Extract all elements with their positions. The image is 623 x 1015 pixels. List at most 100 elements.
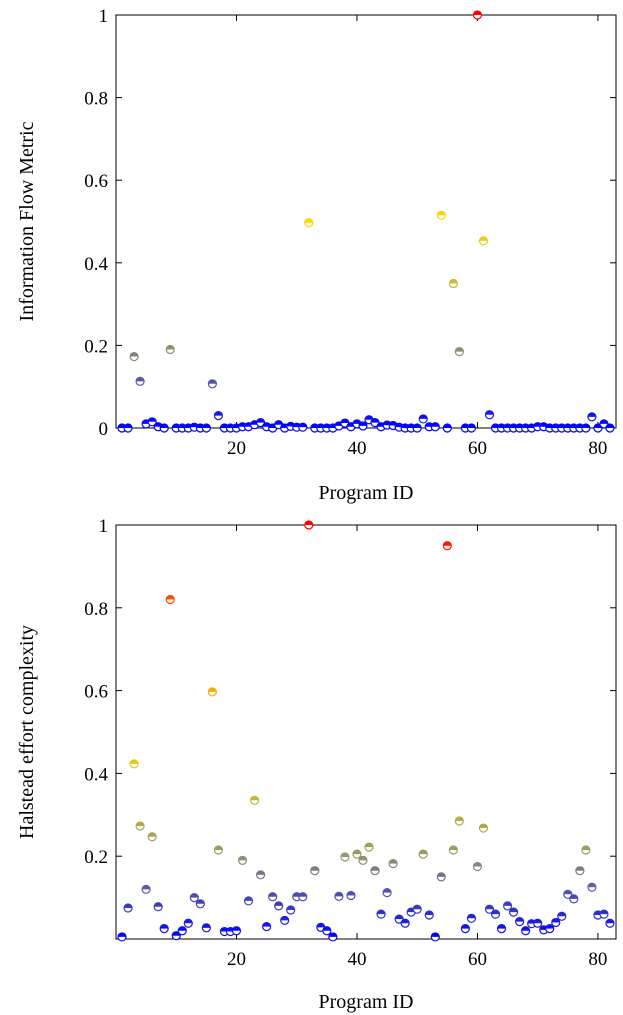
y-tick-label: 0.8	[84, 599, 108, 620]
plot-frame-2	[115, 524, 617, 940]
y-tick-label: 1	[99, 516, 109, 537]
data-point	[147, 417, 157, 427]
data-point	[472, 861, 483, 872]
x-axis-label-1: Program ID	[319, 482, 414, 504]
data-points-1	[117, 10, 615, 433]
data-point	[322, 926, 332, 936]
chart-information-flow: 20 40 60 80 0 0.2 0.4 0.6 0.8 1 Program ID Infor…	[16, 6, 617, 504]
data-point	[599, 909, 609, 919]
data-point	[478, 236, 489, 246]
data-point	[569, 894, 579, 904]
data-point	[605, 423, 615, 433]
data-point	[605, 918, 615, 928]
data-point	[515, 917, 525, 927]
data-point	[412, 423, 422, 433]
data-point	[201, 423, 211, 433]
data-point	[286, 905, 296, 915]
data-point	[231, 926, 242, 936]
data-point	[135, 376, 145, 386]
data-point	[551, 917, 561, 928]
x-ticks-1: 20 40 60 80	[227, 15, 607, 459]
data-point	[129, 759, 139, 769]
x-tick-label: 80	[588, 949, 607, 970]
plot-frame-1	[115, 14, 617, 429]
x-axis-label-2: Program ID	[319, 991, 414, 1013]
data-points-2	[117, 520, 615, 942]
data-point	[587, 882, 597, 892]
y-tick-label: 0.2	[84, 336, 108, 357]
data-point	[496, 924, 507, 934]
y-tick-label: 0.6	[84, 682, 108, 703]
data-point	[195, 899, 205, 909]
x-tick-label: 20	[227, 438, 246, 459]
data-point	[243, 896, 254, 906]
data-point	[159, 924, 169, 934]
data-point	[255, 418, 266, 428]
data-point	[418, 849, 428, 859]
data-point	[298, 422, 308, 432]
data-point	[412, 904, 422, 914]
data-point	[268, 892, 278, 902]
data-point	[370, 866, 380, 876]
x-ticks-2: 20 40 60 80	[227, 525, 607, 970]
y-tick-label: 1	[99, 6, 109, 27]
data-point	[159, 423, 169, 433]
data-point	[334, 891, 344, 901]
data-point	[358, 421, 368, 431]
x-tick-label: 80	[588, 438, 607, 459]
data-point	[153, 902, 163, 912]
data-point	[521, 926, 531, 936]
data-point	[382, 888, 392, 898]
data-point	[352, 849, 362, 859]
data-point	[545, 924, 555, 934]
y-tick-label: 0	[99, 419, 109, 440]
y-tick-label: 0.6	[84, 171, 108, 192]
x-tick-label: 40	[347, 438, 366, 459]
data-point	[502, 901, 513, 911]
y-axis-label-2: Halstead effort complexity	[16, 625, 38, 839]
data-point	[298, 892, 308, 902]
chart-halstead-effort: 20 40 60 80 0.2 0.4 0.6 0.8 1 Program ID Halste…	[16, 516, 617, 1013]
data-point	[575, 866, 585, 876]
x-tick-label: 40	[347, 949, 366, 970]
y-ticks-1: 0 0.2 0.4 0.6 0.8 1	[84, 6, 616, 440]
y-tick-label: 0.2	[84, 847, 108, 868]
y-tick-label: 0.4	[84, 254, 108, 275]
data-point	[280, 915, 290, 925]
data-point	[147, 832, 157, 842]
data-point	[442, 541, 452, 551]
data-point	[484, 904, 495, 914]
data-point	[213, 845, 224, 855]
data-point	[207, 687, 217, 697]
data-point	[177, 926, 187, 936]
data-point	[135, 821, 145, 831]
data-point	[376, 909, 386, 919]
y-axis-label-1: Information Flow Metric	[16, 121, 38, 321]
x-tick-label: 60	[468, 949, 487, 970]
data-point	[213, 411, 224, 421]
data-point	[400, 918, 410, 928]
data-point	[388, 859, 398, 869]
data-point	[478, 823, 489, 833]
data-point	[436, 210, 446, 220]
data-point	[117, 932, 127, 942]
data-point	[448, 278, 458, 289]
data-point	[442, 423, 452, 433]
data-point	[587, 412, 597, 422]
data-point	[123, 903, 133, 913]
data-point	[340, 852, 350, 862]
y-tick-label: 0.8	[84, 89, 108, 110]
data-point	[430, 932, 440, 942]
data-point	[466, 423, 477, 433]
data-point	[448, 845, 458, 855]
data-point	[424, 910, 434, 920]
data-point	[472, 10, 483, 20]
data-point	[328, 932, 338, 942]
data-point	[123, 423, 133, 433]
data-point	[201, 923, 211, 933]
data-point	[581, 845, 591, 855]
data-point	[454, 816, 464, 826]
data-point	[141, 884, 151, 894]
data-point	[581, 423, 591, 433]
